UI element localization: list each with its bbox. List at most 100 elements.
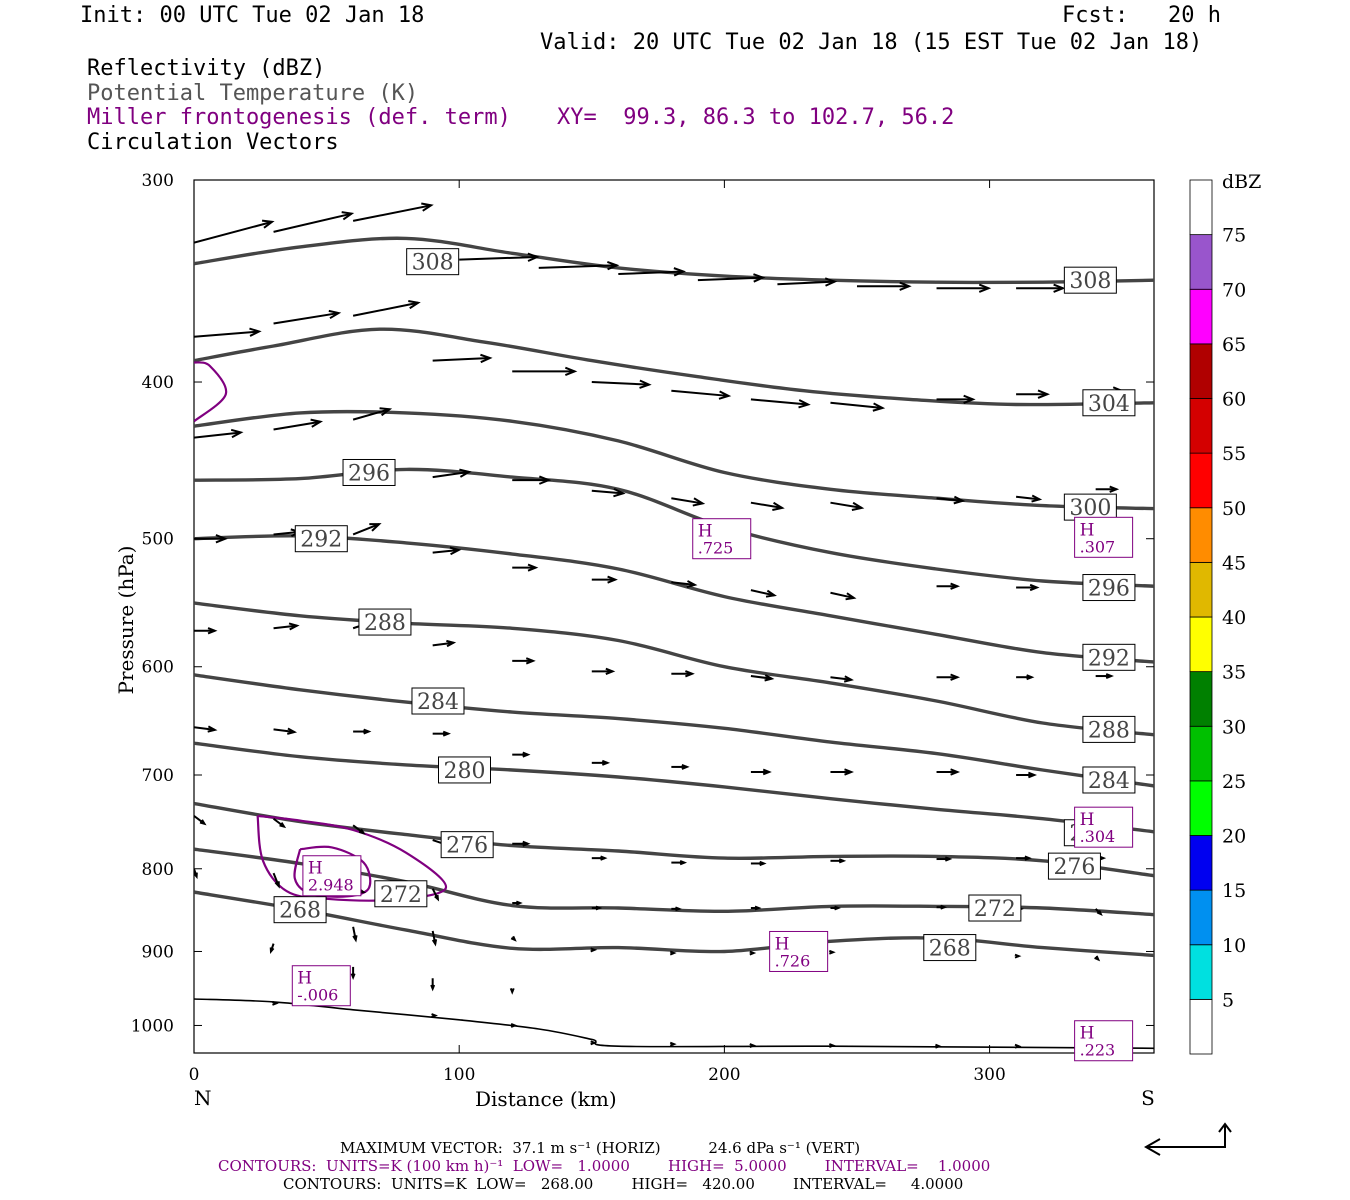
theta-label-text: 280 (443, 759, 485, 784)
circulation-vector (1016, 855, 1032, 861)
circulation-vector (1016, 771, 1037, 779)
circulation-vector (1016, 389, 1050, 399)
theta-label-308: 308 (406, 248, 460, 276)
theta-label-box (1082, 643, 1136, 671)
colorbar-segment (1189, 179, 1213, 236)
vector-head (1037, 389, 1050, 399)
x-tick-label: 300 (973, 1065, 1005, 1085)
circulation-vector (1014, 1043, 1022, 1049)
colorbar-label: 45 (1222, 552, 1246, 574)
theta-label-text: 272 (974, 897, 1016, 922)
circulation-vector (936, 283, 992, 293)
circulation-vector (269, 943, 275, 954)
vector-head (600, 855, 608, 861)
vector-shaft (194, 431, 241, 439)
theta-label-308: 308 (1063, 266, 1117, 294)
theta-label-box (440, 831, 494, 859)
circulation-vector (459, 252, 540, 262)
circulation-vector (1094, 955, 1101, 962)
extrema-letter: H (775, 934, 790, 954)
theta-label-272: 272 (968, 894, 1022, 922)
theta-contour-276 (194, 801, 1154, 878)
vector-head (215, 534, 228, 544)
circulation-vector (936, 495, 966, 505)
vector-head (421, 202, 434, 212)
vector-shaft (750, 398, 809, 406)
circulation-vector (671, 670, 695, 678)
theta-label-box (342, 458, 396, 486)
circulation-vector (669, 1041, 677, 1047)
colorbar-segment (1189, 835, 1213, 891)
theta-label-text: 308 (1069, 269, 1111, 294)
circulation-vector (1095, 673, 1114, 679)
vector-head (953, 495, 966, 505)
vector-shaft (671, 581, 695, 586)
circulation-vector (777, 277, 838, 287)
circulation-vector (1095, 485, 1120, 493)
circulation-vector (618, 267, 687, 277)
circulation-vector (830, 905, 841, 911)
theta-contour-268 (194, 890, 1154, 958)
circulation-vector (671, 906, 682, 912)
colorbar-segment (1189, 780, 1213, 836)
vector-head (673, 267, 687, 277)
vector-shaft (671, 389, 729, 397)
colorbar-segment (1189, 944, 1213, 1000)
y-tick-label: 300 (142, 171, 174, 191)
circulation-vector (830, 675, 854, 683)
xy-line: XY= 99.3, 86.3 to 102.7, 56.2 (557, 105, 955, 130)
circulation-vector (431, 888, 440, 902)
circulation-vector (1015, 494, 1043, 503)
theta-label-284: 284 (411, 687, 465, 715)
circulation-vector (431, 1013, 438, 1018)
vector-shaft (750, 675, 772, 680)
extrema-box (769, 930, 829, 972)
circulation-vector (512, 366, 578, 377)
frontogenesis-high-label: H-.006 (291, 965, 351, 1007)
colorbar-label: 15 (1222, 880, 1246, 902)
theta-label-276: 276 (1047, 852, 1101, 880)
vector-head (759, 860, 767, 867)
theta-label-box (1047, 852, 1101, 880)
theta-label-box (968, 894, 1022, 922)
circulation-vector (353, 728, 372, 735)
theta-contour-300 (194, 409, 1154, 511)
circulation-vector (273, 309, 342, 325)
extrema-value: .726 (775, 951, 811, 970)
vector-shaft (618, 270, 684, 276)
vector-head (639, 379, 652, 389)
circulation-vector (273, 211, 355, 233)
vector-head (843, 675, 854, 683)
vector-head (950, 768, 961, 776)
vector-head (279, 822, 287, 829)
circulation-vector (430, 978, 436, 992)
colorbar-label: 40 (1222, 607, 1246, 629)
circulation-vector (512, 900, 523, 906)
vector-head (272, 1000, 279, 1006)
vector-head (431, 1013, 438, 1018)
y-axis-label: Pressure (hPa) (114, 546, 138, 695)
circulation-vector (590, 1040, 598, 1046)
circulation-vector (510, 935, 517, 942)
vector-shaft (830, 591, 855, 599)
circulation-vector (750, 905, 762, 911)
vector-head (686, 580, 698, 589)
vector-head (1031, 494, 1043, 503)
frontogenesis-high-label: H.726 (769, 930, 829, 972)
colorbar-label: 25 (1222, 771, 1246, 793)
vector-head (851, 501, 865, 512)
colorbar-segment (1189, 288, 1213, 345)
circulation-vector (828, 949, 836, 955)
vector-head (261, 219, 275, 229)
circulation-vector (432, 546, 462, 556)
extrema-box (302, 855, 362, 897)
extrema-box (291, 965, 351, 1007)
extrema-box (1074, 516, 1134, 558)
vector-shaft (697, 276, 763, 282)
vector-shaft (352, 523, 380, 536)
circulation-vector (194, 219, 275, 244)
vector-head (601, 759, 611, 766)
theta-label-text: 288 (1088, 718, 1130, 743)
vector-head (899, 281, 912, 291)
vector-head (679, 859, 688, 866)
